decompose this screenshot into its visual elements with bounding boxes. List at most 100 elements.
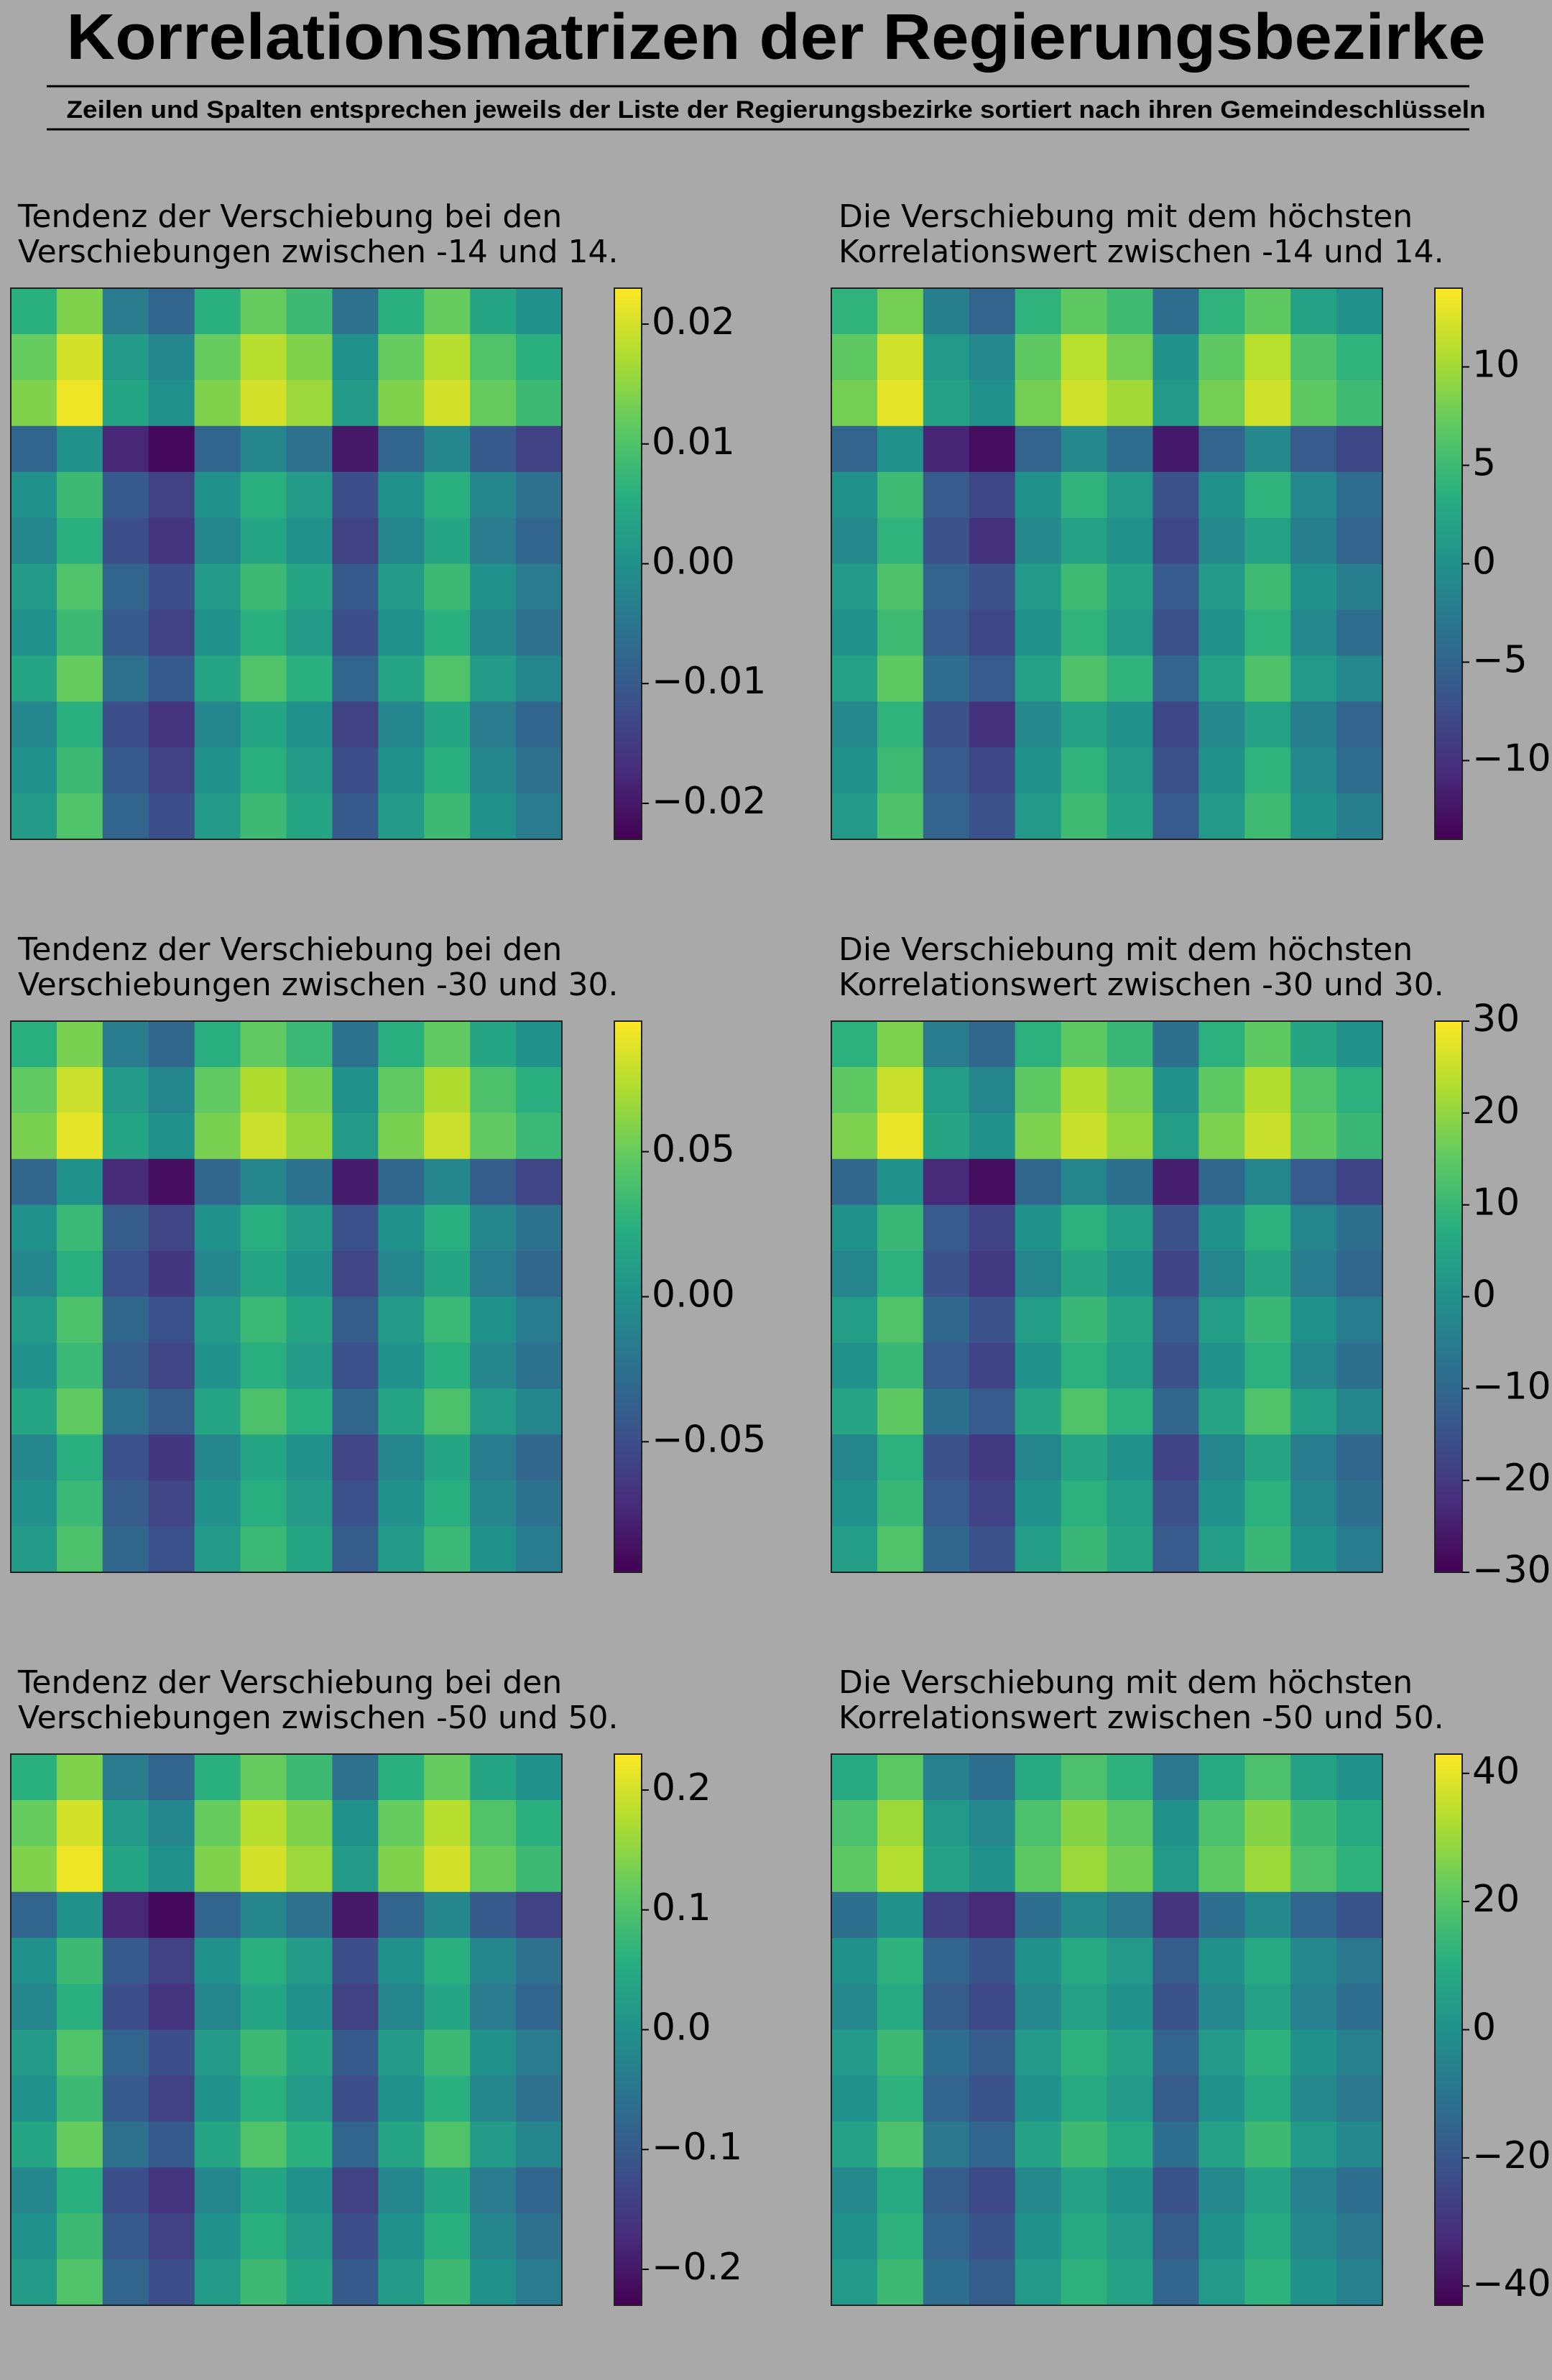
heatmap-cell [194,1480,241,1527]
heatmap-cell [194,609,241,656]
heatmap-cell [877,1204,924,1252]
heatmap-cell [470,701,517,748]
heatmap-cell [378,1845,425,1893]
heatmap-cell [1153,333,1199,381]
heatmap-cell [1290,609,1337,656]
heatmap-cell [1290,1296,1337,1343]
heatmap-cell [516,1526,563,1573]
heatmap-cell [1061,1799,1107,1847]
heatmap-cell [286,2259,333,2306]
heatmap-cell [1061,1388,1107,1435]
heatmap-cell [1107,1342,1153,1389]
heatmap-cell [56,333,103,381]
heatmap-cell [923,1021,970,1068]
heatmap-cell [56,517,103,564]
panel-title: Korrelationswert zwischen -30 und 30. [839,967,1444,1003]
heatmap-cell [194,563,241,610]
heatmap-cell [1153,425,1199,473]
heatmap-cell [831,793,878,840]
heatmap-cell [516,1388,563,1435]
heatmap-cell [969,517,1016,564]
heatmap-cell [11,1066,57,1114]
heatmap-cell [1061,517,1107,564]
heatmap-cell [516,471,563,519]
heatmap-cell [1244,1480,1291,1527]
heatmap-cell [831,288,878,335]
heatmap-cell [923,379,970,427]
heatmap-cell [102,1296,149,1343]
heatmap-cell [240,1983,287,2030]
heatmap-frame [831,1020,1383,1573]
heatmap-cell [470,471,517,519]
heatmap-cell [1336,1158,1383,1206]
heatmap-cell [194,471,241,519]
heatmap-cell [1061,471,1107,519]
heatmap-cell [332,1754,379,1801]
heatmap-cell [102,1937,149,1985]
heatmap-cell [424,379,471,427]
heatmap-cell [470,1066,517,1114]
heatmap-cell [1336,1845,1383,1893]
heatmap-cell [332,2121,379,2168]
heatmap-cell [1244,1891,1291,1939]
heatmap-cell [1244,2121,1291,2168]
heatmap-cell [1336,1342,1383,1389]
heatmap-cell [1061,1204,1107,1252]
heatmap-cell [1153,1983,1199,2030]
heatmap-cell [969,471,1016,519]
heatmap-cell [470,563,517,610]
heatmap-cell [332,2213,379,2260]
heatmap-cell [1107,747,1153,794]
heatmap-cell [1153,1342,1199,1389]
heatmap-cell [11,1845,57,1893]
heatmap-cell [240,2121,287,2168]
heatmap-cell [11,793,57,840]
heatmap-cell [240,1480,287,1527]
heatmap-cell [148,1388,195,1435]
heatmap-cell [1244,1754,1291,1801]
heatmap-cell [470,655,517,702]
heatmap-cell [516,2121,563,2168]
heatmap-cell [240,2029,287,2076]
heatmap-cell [1244,425,1291,473]
colorbar-tick-label: 30 [1472,997,1520,1041]
heatmap-cell [102,1754,149,1801]
heatmap-cell [148,288,195,335]
heatmap-cell [286,1799,333,1847]
heatmap-cell [1198,1250,1245,1297]
heatmap-cell [516,1112,563,1160]
heatmap-cell [969,1891,1016,1939]
heatmap-cell [1244,655,1291,702]
heatmap-cell [1107,2121,1153,2168]
heatmap-cell [102,1204,149,1252]
heatmap-cell [194,1342,241,1389]
heatmap-cell [11,1799,57,1847]
heatmap-cell [470,517,517,564]
colorbar-tick-label: 0.00 [652,1273,735,1316]
heatmap-cell [1153,2029,1199,2076]
heatmap-cell [286,425,333,473]
heatmap-cell [1015,379,1062,427]
heatmap-cell [1290,1342,1337,1389]
heatmap-cell [56,1891,103,1939]
heatmap-cell [1290,1250,1337,1297]
heatmap-cell [1198,747,1245,794]
heatmap-cell [969,655,1016,702]
heatmap-cell [378,1250,425,1297]
heatmap-cell [1061,701,1107,748]
heatmap-cell [194,1250,241,1297]
heatmap-cell [1244,1250,1291,1297]
heatmap-cell [1061,655,1107,702]
heatmap-cell [470,379,517,427]
heatmap-cell [148,425,195,473]
heatmap-cell [1107,517,1153,564]
heatmap-cell [102,425,149,473]
heatmap-cell [470,1480,517,1527]
heatmap-cell [1153,1799,1199,1847]
heatmap-cell [470,1021,517,1068]
heatmap-cell [516,1342,563,1389]
heatmap-cell [1244,701,1291,748]
colorbar [1434,287,1463,840]
heatmap-cell [1290,1983,1337,2030]
heatmap-cell [332,1066,379,1114]
